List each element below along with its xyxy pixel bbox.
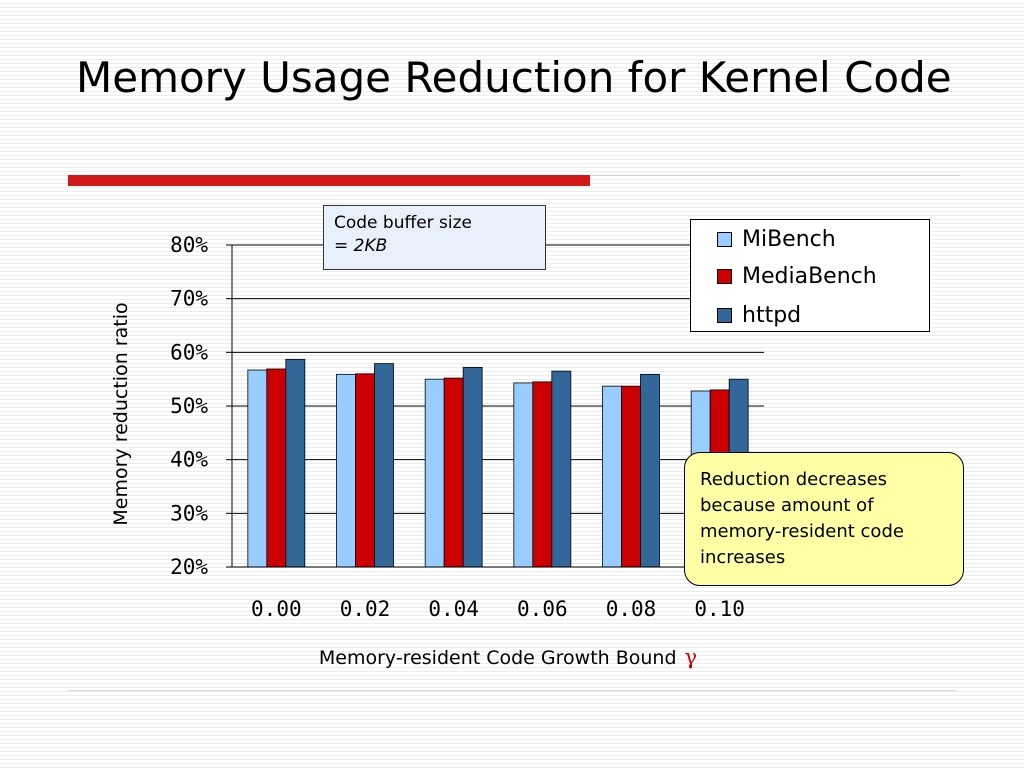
bar-groups — [247, 358, 749, 568]
bar-mediabench-0.08 — [621, 385, 641, 568]
legend-label-mediabench: MediaBench — [742, 264, 877, 289]
legend-swatch-mediabench — [717, 269, 732, 284]
slide-title: Memory Usage Reduction for Kernel Code — [76, 53, 952, 102]
buffer-size-callout: Code buffer size = 2KB — [323, 205, 546, 270]
reduction-note-callout: Reduction decreases because amount of me… — [684, 452, 964, 586]
x-tick-labels: 0.00 0.02 0.04 0.06 0.08 0.10 — [251, 597, 745, 621]
title-rule-line — [590, 175, 960, 176]
bar-mediabench-0.04 — [443, 377, 464, 568]
y-tick-label: 80% — [170, 233, 208, 257]
x-tick-label: 0.06 — [517, 597, 568, 621]
bar-mibench-0.00 — [247, 369, 268, 568]
bar-httpd-0.02 — [374, 363, 394, 568]
x-tick-label: 0.10 — [694, 597, 745, 621]
y-tick-label: 50% — [170, 394, 208, 418]
legend-label-mibench: MiBench — [742, 227, 836, 252]
y-tick-label: 40% — [170, 448, 208, 472]
x-tick-label: 0.02 — [340, 597, 391, 621]
bar-httpd-0.08 — [640, 373, 660, 568]
legend-swatch-httpd — [717, 308, 732, 323]
bar-httpd-0.06 — [551, 370, 572, 568]
x-tick-label: 0.08 — [606, 597, 657, 621]
bar-mibench-0.02 — [336, 373, 356, 568]
gamma-symbol: γ — [685, 645, 698, 669]
x-tick-label: 0.04 — [428, 597, 479, 621]
x-tick-label: 0.00 — [251, 597, 302, 621]
title-rule-accent — [68, 175, 590, 186]
buffer-size-line2: = 2KB — [334, 236, 388, 256]
legend-swatch-mibench — [717, 232, 732, 247]
y-tick-label: 60% — [170, 340, 208, 364]
bar-mediabench-0.06 — [532, 381, 553, 568]
bar-mibench-0.08 — [602, 385, 622, 568]
y-tick-labels: 20% 30% 40% 50% 60% 70% 80% — [170, 233, 208, 579]
bar-httpd-0.04 — [462, 366, 483, 568]
bar-mibench-0.04 — [424, 378, 445, 568]
y-tick-label: 70% — [170, 287, 208, 311]
buffer-size-line1: Code buffer size — [334, 213, 473, 233]
bar-mediabench-0.02 — [355, 373, 375, 568]
grid-lines — [226, 244, 764, 568]
x-axis-label: Memory-resident Code Growth Bound γ — [319, 645, 697, 669]
bar-mediabench-0.00 — [266, 368, 287, 568]
y-tick-label: 20% — [170, 555, 208, 579]
y-axis-label: Memory reduction ratio — [110, 302, 132, 525]
footer-rule — [68, 690, 956, 691]
y-tick-label: 30% — [170, 501, 208, 525]
bar-mibench-0.06 — [513, 382, 534, 568]
axes — [231, 245, 764, 568]
bar-httpd-0.00 — [285, 358, 306, 568]
x-axis-label-text: Memory-resident Code Growth Bound — [319, 647, 677, 669]
legend-label-httpd: httpd — [742, 303, 802, 328]
chart-legend: MiBench MediaBench httpd — [690, 219, 930, 332]
